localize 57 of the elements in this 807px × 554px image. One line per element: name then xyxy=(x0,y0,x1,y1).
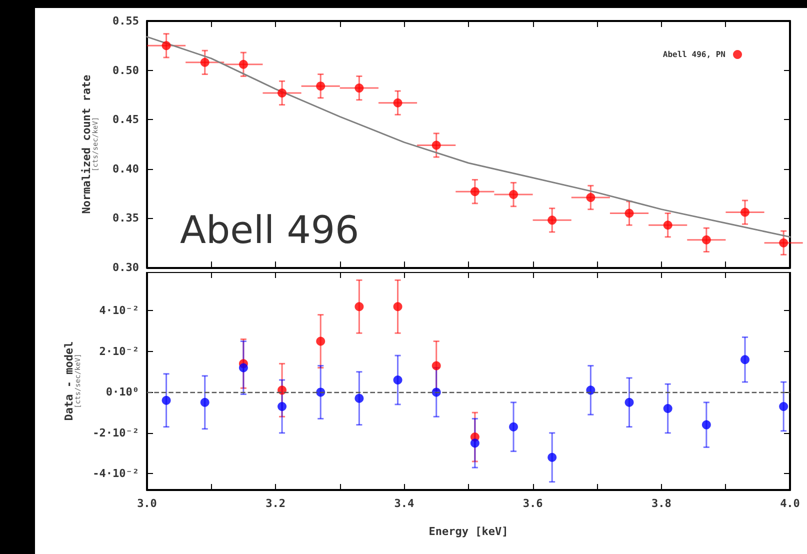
point xyxy=(779,238,788,248)
point xyxy=(354,302,364,312)
point xyxy=(548,216,557,225)
point xyxy=(354,84,364,93)
point xyxy=(509,190,518,200)
point xyxy=(740,355,750,364)
point xyxy=(278,88,287,98)
y-tick-label: -2·10⁻² xyxy=(92,426,139,440)
point xyxy=(393,98,402,108)
x-tick-label: 3.2 xyxy=(266,497,286,510)
point xyxy=(470,187,480,196)
point xyxy=(162,41,171,50)
point xyxy=(702,235,711,244)
point xyxy=(316,336,326,346)
point xyxy=(470,438,480,448)
y-tick-label: -4·10⁻² xyxy=(92,467,139,480)
point xyxy=(663,404,672,413)
x-tick-label: 4.0 xyxy=(780,497,800,510)
point xyxy=(624,398,634,407)
point xyxy=(740,208,750,217)
point xyxy=(393,375,402,384)
annotation: Abell 496 xyxy=(180,208,360,252)
y-tick-label: 0.35 xyxy=(112,212,139,225)
y-tick-label: 0.45 xyxy=(112,113,139,126)
point xyxy=(702,420,711,430)
y-tick-label: 4·10⁻² xyxy=(99,304,139,318)
y-tick-label: 2·10⁻² xyxy=(99,344,139,358)
point xyxy=(586,192,596,202)
point xyxy=(316,82,326,91)
point xyxy=(278,402,287,411)
y-tick-label: 0.55 xyxy=(112,14,139,28)
y-tick-label: 0.50 xyxy=(112,64,139,77)
point xyxy=(162,396,171,405)
point xyxy=(624,208,634,218)
y-tick-label: 0.40 xyxy=(112,162,139,176)
point xyxy=(779,402,788,411)
x-axis-title: Energy [keV] xyxy=(428,525,508,538)
point xyxy=(238,60,248,69)
point xyxy=(316,388,326,397)
point xyxy=(393,302,402,312)
point xyxy=(586,386,596,395)
point xyxy=(548,452,557,462)
point xyxy=(432,140,441,150)
point xyxy=(663,220,672,230)
x-tick-label: 3.4 xyxy=(394,497,415,510)
x-tick-label: 3.6 xyxy=(522,497,544,510)
point xyxy=(200,398,210,407)
point xyxy=(509,422,518,432)
point xyxy=(238,363,248,372)
point xyxy=(354,394,364,403)
y-tick-label: 0·10⁰ xyxy=(106,386,139,399)
point xyxy=(278,386,287,395)
x-tick-label: 3.0 xyxy=(137,497,157,510)
point xyxy=(200,58,210,67)
y-tick-label: 0.30 xyxy=(112,261,139,274)
legend-label: Abell 496, PN xyxy=(662,50,726,59)
x-tick-label: 3.8 xyxy=(651,497,672,510)
